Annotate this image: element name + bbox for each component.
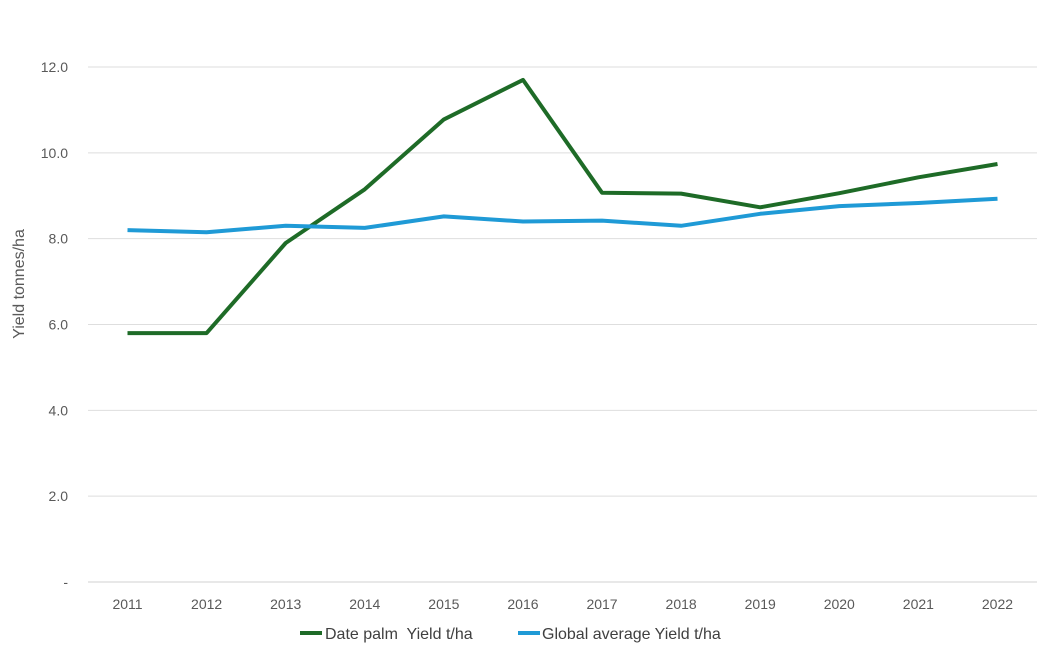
x-tick-label: 2014 xyxy=(349,596,380,612)
y-axis-title: Yield tonnes/ha xyxy=(11,229,28,339)
x-tick-label: 2012 xyxy=(191,596,222,612)
x-tick-label: 2020 xyxy=(824,596,855,612)
x-axis-ticks: 2011 2012 2013 2014 2015 2016 2017 2018 2019 2020… xyxy=(112,596,1013,612)
y-tick-label: 4.0 xyxy=(49,402,69,418)
y-tick-label: - xyxy=(63,574,68,590)
y-axis-ticks: - 2.0 4.0 6.0 8.0 10.0 12.0 xyxy=(41,59,69,590)
x-tick-label: 2022 xyxy=(982,596,1013,612)
legend-label-1: Global average Yield t/ha xyxy=(542,626,721,643)
y-tick-label: 12.0 xyxy=(41,59,68,75)
x-tick-label: 2016 xyxy=(507,596,538,612)
x-tick-label: 2011 xyxy=(112,596,142,612)
x-tick-label: 2013 xyxy=(270,596,301,612)
gridlines xyxy=(88,66,1037,583)
x-tick-label: 2021 xyxy=(903,596,934,612)
y-tick-label: 2.0 xyxy=(49,488,69,504)
y-tick-label: 10.0 xyxy=(41,145,68,161)
series-line-0 xyxy=(127,77,998,336)
series-line-1 xyxy=(127,196,998,235)
series-lines xyxy=(127,77,998,336)
x-tick-label: 2018 xyxy=(666,596,697,612)
legend: Date palm Yield t/ha Global average Yield… xyxy=(300,626,721,643)
x-tick-label: 2015 xyxy=(428,596,459,612)
x-tick-label: 2019 xyxy=(745,596,776,612)
x-tick-label: 2017 xyxy=(586,596,617,612)
y-tick-label: 6.0 xyxy=(49,317,69,333)
y-tick-label: 8.0 xyxy=(49,231,69,247)
legend-label-0: Date palm Yield t/ha xyxy=(325,626,473,643)
